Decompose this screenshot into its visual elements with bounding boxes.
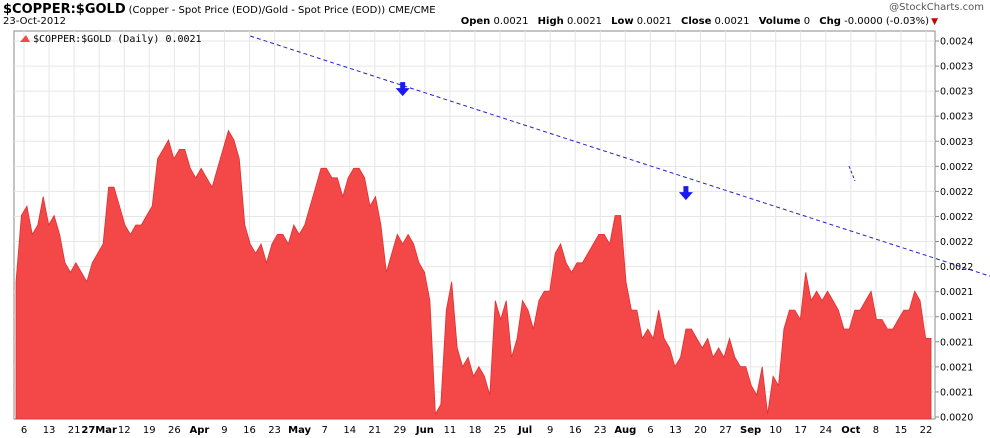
- symbol-title: $COPPER:$GOLD (Copper - Spot Price (EOD)/…: [3, 2, 436, 17]
- y-tick-label: 0.0020: [940, 413, 973, 424]
- x-tick-label: 20: [694, 425, 707, 436]
- x-tick-label: Aug: [614, 425, 636, 436]
- x-tick-label: 16: [569, 425, 582, 436]
- x-axis: 6 13 21 27Mar 12 19 26 Apr 9 16 23 May 7 14 21 29 Jun 11 1…: [21, 425, 933, 436]
- y-axis: 0.0024 0.0023 0.0023 0.0023 0.0023 0.0022 0.00…: [935, 37, 973, 424]
- x-tick-label: 27: [719, 425, 732, 436]
- legend-label: $COPPER:$GOLD (Daily) 0.0021: [33, 34, 202, 45]
- y-tick-label: 0.0023: [940, 137, 973, 148]
- arrow-down-icon: [678, 186, 693, 201]
- y-tick-label: 0.0023: [940, 62, 973, 73]
- high-label: High: [537, 16, 564, 27]
- x-tick-label: 17: [794, 425, 807, 436]
- x-tick-label: 15: [895, 425, 908, 436]
- y-tick-label: 0.0022: [940, 187, 973, 198]
- y-tick-label: 0.0023: [940, 112, 973, 123]
- x-tick-label: 18: [469, 425, 482, 436]
- y-tick-label: 0.0021: [940, 362, 973, 373]
- x-tick-label: 19: [143, 425, 156, 436]
- open-value: 0.0021: [493, 16, 529, 27]
- arrow-down-icon: [395, 82, 410, 97]
- y-tick-label: 0.0021: [940, 287, 973, 298]
- high-value: 0.0021: [566, 16, 602, 27]
- x-tick-label: 24: [819, 425, 832, 436]
- x-tick-label: 13: [43, 425, 56, 436]
- low-value: 0.0021: [636, 16, 672, 27]
- x-tick-label: 9: [547, 425, 553, 436]
- x-tick-label: 13: [669, 425, 682, 436]
- y-tick-label: 0.0021: [940, 337, 973, 348]
- chg-value: -0.0000 (-0.03%): [844, 16, 930, 27]
- marker-layer: [395, 82, 856, 201]
- x-tick-label: 27Mar: [81, 425, 117, 436]
- x-tick-label: 23: [594, 425, 607, 436]
- x-tick-label: 11: [444, 425, 457, 436]
- chart-header: $COPPER:$GOLD (Copper - Spot Price (EOD)/…: [0, 0, 990, 30]
- x-tick-label: 23: [268, 425, 281, 436]
- down-triangle-icon: ▼: [931, 17, 938, 27]
- x-tick-label: 16: [243, 425, 256, 436]
- x-tick-label: 22: [920, 425, 933, 436]
- y-tick-label: 0.0021: [940, 387, 973, 398]
- x-tick-label: 7: [321, 425, 327, 436]
- x-tick-label: Sep: [740, 425, 761, 436]
- y-tick-label: 0.0021: [940, 312, 973, 323]
- legend-swatch-icon: [20, 35, 30, 42]
- open-label: Open: [460, 16, 491, 27]
- x-tick-label: Apr: [189, 425, 209, 436]
- stray-trend-mark: [848, 165, 856, 182]
- y-tick-label: 0.0022: [940, 162, 973, 173]
- volume-value: 0: [803, 16, 811, 27]
- y-tick-label: 0.0022: [940, 212, 973, 223]
- chg-label: Chg: [819, 16, 841, 27]
- x-tick-label: 25: [494, 425, 507, 436]
- x-tick-label: 10: [769, 425, 782, 436]
- y-tick-label: 0.0022: [940, 262, 973, 273]
- x-tick-label: 6: [21, 425, 27, 436]
- symbol-description: (Copper - Spot Price (EOD)/Gold - Spot P…: [128, 5, 436, 16]
- x-tick-label: 9: [221, 425, 227, 436]
- x-tick-label: 21: [68, 425, 81, 436]
- y-tick-label: 0.0023: [940, 87, 973, 98]
- symbol-label: $COPPER:$GOLD: [3, 2, 126, 17]
- trendline-layer: [250, 35, 990, 277]
- x-tick-label: 29: [393, 425, 406, 436]
- close-value: 0.0021: [714, 16, 750, 27]
- x-tick-label: Jul: [517, 425, 532, 436]
- area-series: [15, 129, 932, 420]
- legend: $COPPER:$GOLD (Daily) 0.0021: [20, 34, 202, 45]
- low-label: Low: [611, 16, 634, 27]
- stockcharts-brand[interactable]: @StockCharts.com: [889, 2, 984, 13]
- x-tick-label: 21: [368, 425, 381, 436]
- x-tick-label: 14: [343, 425, 356, 436]
- area-fill: [15, 129, 932, 420]
- x-tick-label: 8: [873, 425, 879, 436]
- x-tick-label: 12: [118, 425, 131, 436]
- x-tick-label: Jun: [415, 425, 434, 436]
- trendline: [250, 35, 990, 277]
- y-tick-label: 0.0022: [940, 237, 973, 248]
- x-tick-label: 6: [647, 425, 653, 436]
- close-label: Close: [680, 16, 712, 27]
- volume-label: Volume: [758, 16, 801, 27]
- chart-date: 23-Oct-2012: [3, 16, 66, 27]
- ohlc-readout: Open 0.0021 High 0.0021 Low 0.0021 Close…: [461, 16, 938, 27]
- y-tick-label: 0.0024: [940, 37, 973, 48]
- x-tick-label: Oct: [841, 425, 860, 436]
- x-tick-label: 26: [168, 425, 181, 436]
- x-tick-label: May: [288, 425, 311, 436]
